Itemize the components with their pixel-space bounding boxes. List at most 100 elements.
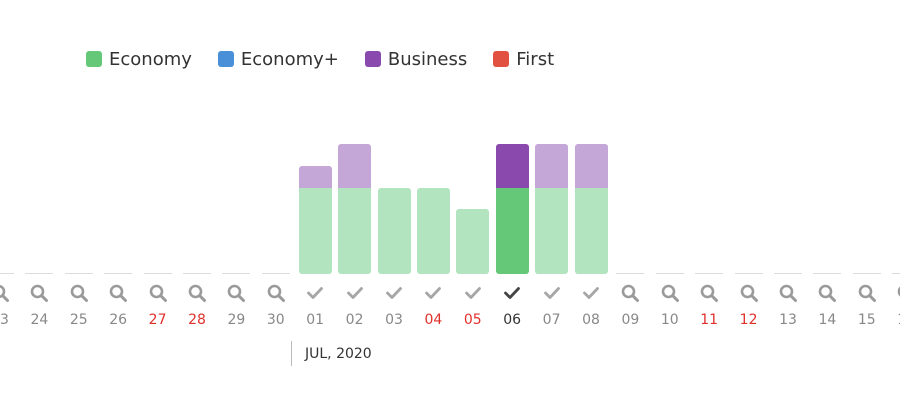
search-icon[interactable]	[0, 283, 10, 303]
empty-day-baseline	[25, 273, 54, 274]
day-label-28[interactable]: 28	[188, 312, 206, 328]
legend-label: First	[516, 48, 555, 70]
day-label-04[interactable]: 04	[424, 312, 443, 328]
availability-bar-08[interactable]	[574, 144, 608, 274]
day-label-12[interactable]: 12	[739, 312, 758, 328]
empty-day-baseline	[183, 273, 211, 274]
availability-bar-04[interactable]	[416, 187, 450, 274]
bar-segment-economy	[416, 187, 450, 274]
empty-day-baseline	[222, 273, 251, 274]
day-label-27[interactable]: 27	[148, 312, 167, 328]
legend-item-first[interactable]: First	[493, 49, 554, 70]
bar-segment-economy	[535, 187, 569, 274]
check-icon[interactable]	[542, 283, 562, 303]
search-icon[interactable]	[620, 283, 640, 303]
empty-day-baseline	[892, 273, 900, 274]
empty-day-baseline	[616, 273, 645, 274]
empty-day-baseline	[695, 273, 724, 274]
check-icon[interactable]	[581, 283, 601, 303]
day-label-13[interactable]: 13	[779, 312, 797, 328]
legend-swatch-economy-plus	[217, 51, 234, 67]
day-label-16[interactable]: 16	[886, 312, 900, 328]
search-icon[interactable]	[660, 283, 680, 303]
bar-segment-economy	[338, 187, 372, 274]
search-icon[interactable]	[739, 283, 759, 303]
search-icon[interactable]	[699, 283, 719, 303]
legend-label: Business	[387, 48, 468, 70]
search-icon[interactable]	[148, 283, 168, 303]
check-icon[interactable]	[384, 283, 404, 303]
legend-item-business[interactable]: Business	[364, 48, 468, 70]
bar-segment-economy	[574, 187, 608, 274]
bar-segment-economy	[495, 187, 529, 274]
search-icon[interactable]	[857, 283, 877, 303]
legend-item-economy-plus[interactable]: Economy+	[217, 48, 339, 70]
day-label-02[interactable]: 02	[345, 312, 364, 328]
bar-segment-business	[495, 144, 529, 188]
search-icon[interactable]	[778, 283, 798, 303]
month-label: JUL, 2020	[305, 346, 372, 362]
search-icon[interactable]	[187, 283, 207, 303]
empty-day-baseline	[143, 273, 172, 274]
availability-bar-03[interactable]	[377, 187, 411, 274]
bar-segment-economy	[456, 209, 490, 274]
availability-bar-02[interactable]	[338, 144, 372, 274]
empty-day-baseline	[0, 273, 14, 274]
day-label-06[interactable]: 06	[503, 312, 522, 328]
empty-day-baseline	[104, 273, 133, 274]
empty-day-baseline	[64, 273, 93, 274]
legend-label: Economy	[109, 48, 192, 70]
check-icon[interactable]	[345, 283, 365, 303]
empty-day-baseline	[774, 273, 802, 274]
legend-swatch-first	[493, 51, 510, 67]
day-label-29[interactable]: 29	[227, 312, 246, 328]
day-label-10[interactable]: 10	[660, 312, 679, 328]
empty-day-baseline	[734, 273, 763, 274]
cabin-class-legend: Economy Economy+ Business First	[86, 47, 580, 71]
empty-day-baseline	[813, 273, 842, 274]
day-label-01[interactable]: 01	[306, 312, 325, 328]
day-label-15[interactable]: 15	[857, 312, 876, 328]
day-label-11[interactable]: 11	[700, 312, 719, 328]
legend-swatch-economy	[86, 51, 102, 67]
legend-swatch-business	[364, 51, 381, 67]
search-icon[interactable]	[226, 283, 246, 303]
bar-segment-business	[574, 144, 608, 188]
bar-segment-business	[338, 144, 372, 188]
search-icon[interactable]	[896, 283, 900, 303]
legend-label: Economy+	[240, 48, 339, 70]
check-icon[interactable]	[423, 283, 443, 303]
search-icon[interactable]	[266, 283, 286, 303]
search-icon[interactable]	[69, 283, 89, 303]
bar-segment-business	[535, 144, 569, 188]
search-icon[interactable]	[29, 283, 49, 303]
month-divider	[291, 341, 292, 366]
legend-item-economy[interactable]: Economy	[86, 49, 192, 70]
search-icon[interactable]	[817, 283, 837, 303]
availability-bar-01[interactable]	[298, 166, 332, 274]
empty-day-baseline	[655, 273, 684, 274]
day-label-24[interactable]: 24	[30, 312, 49, 328]
bar-segment-economy	[377, 187, 411, 274]
check-icon[interactable]	[463, 283, 483, 303]
day-label-05[interactable]: 05	[463, 312, 482, 328]
bar-segment-business	[298, 166, 332, 188]
day-label-03[interactable]: 03	[385, 312, 403, 328]
availability-bar-06[interactable]	[495, 144, 529, 274]
day-label-23[interactable]: 23	[0, 312, 9, 328]
empty-day-baseline	[261, 273, 290, 274]
day-label-26[interactable]: 26	[109, 312, 128, 328]
day-label-25[interactable]: 25	[69, 312, 88, 328]
bar-segment-economy	[298, 187, 332, 274]
availability-bar-07[interactable]	[535, 144, 569, 274]
day-label-30[interactable]: 30	[266, 312, 285, 328]
search-icon[interactable]	[108, 283, 128, 303]
day-label-07[interactable]: 07	[542, 312, 561, 328]
check-icon[interactable]	[305, 283, 325, 303]
day-label-14[interactable]: 14	[818, 312, 837, 328]
day-label-09[interactable]: 09	[621, 312, 640, 328]
check-icon[interactable]	[502, 283, 522, 303]
availability-bar-05[interactable]	[456, 209, 490, 274]
day-label-08[interactable]: 08	[582, 312, 600, 328]
